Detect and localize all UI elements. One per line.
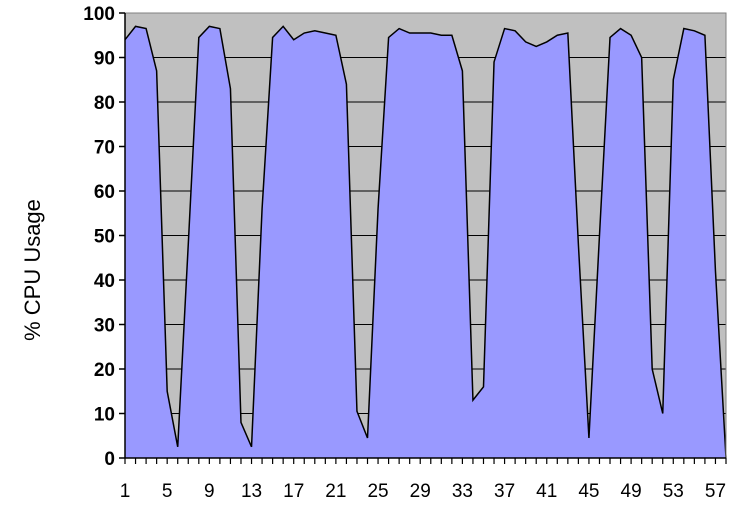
- x-tick-label-41: 41: [536, 481, 557, 502]
- y-tick-label-90: 90: [94, 49, 115, 70]
- x-tick-label-25: 25: [367, 481, 388, 502]
- x-tick-label-1: 1: [120, 481, 131, 502]
- x-tick-label-33: 33: [452, 481, 473, 502]
- y-tick-label-20: 20: [94, 360, 115, 381]
- x-tick-label-29: 29: [410, 481, 431, 502]
- y-tick-label-40: 40: [94, 271, 115, 292]
- cpu-usage-area: [125, 26, 726, 458]
- x-tick-label-53: 53: [663, 481, 684, 502]
- y-tick-label-70: 70: [94, 138, 115, 159]
- y-axis-ticks: 0 10 20 30 40 50 60 70 80 90 100: [83, 4, 125, 470]
- x-axis-ticks: 1 5 9 13 17 21 25 29 33 37 41 45 49 53 57: [120, 458, 727, 502]
- y-tick-label-0: 0: [104, 449, 115, 470]
- x-tick-label-21: 21: [325, 481, 346, 502]
- y-tick-label-50: 50: [94, 227, 115, 248]
- x-tick-label-13: 13: [241, 481, 262, 502]
- x-tick-label-37: 37: [494, 481, 515, 502]
- y-tick-label-100: 100: [83, 4, 115, 25]
- x-tick-label-5: 5: [162, 481, 173, 502]
- y-tick-label-10: 10: [94, 405, 115, 426]
- x-tick-label-49: 49: [621, 481, 642, 502]
- x-tick-label-9: 9: [204, 481, 215, 502]
- y-tick-label-30: 30: [94, 316, 115, 337]
- y-tick-label-60: 60: [94, 182, 115, 203]
- cpu-usage-line: [124, 25, 727, 459]
- x-tick-label-17: 17: [283, 481, 304, 502]
- x-tick-label-45: 45: [578, 481, 599, 502]
- y-tick-label-80: 80: [94, 93, 115, 114]
- x-tick-label-57: 57: [705, 481, 726, 502]
- y-axis-title: % CPU Usage: [20, 199, 45, 341]
